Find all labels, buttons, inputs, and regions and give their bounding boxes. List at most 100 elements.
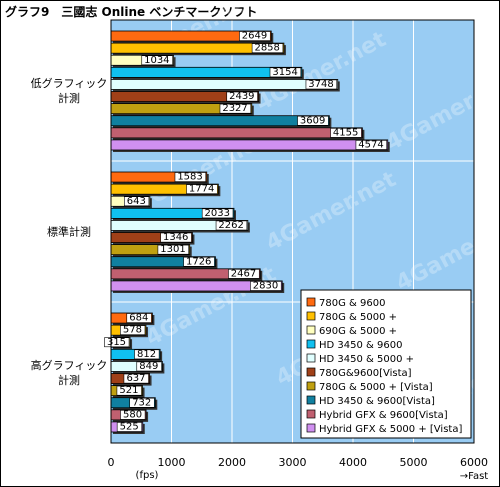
- category-label: 計測: [58, 91, 80, 105]
- data-label-box: [228, 268, 260, 279]
- legend-swatch: [306, 367, 316, 377]
- data-label-box: [305, 79, 338, 90]
- legend-label: HD 3450 & 9600: [319, 340, 402, 351]
- legend-label: Hybrid GFX & 5000 + [Vista]: [319, 424, 462, 435]
- legend-label: 780G & 5000 +: [319, 312, 397, 323]
- data-label: 2830: [253, 281, 278, 292]
- bar: [110, 127, 363, 139]
- data-label: 2262: [218, 220, 243, 231]
- legend-swatch: [306, 395, 316, 405]
- data-label-box: [174, 172, 207, 182]
- data-label: 684: [129, 313, 148, 324]
- x-tick-label: 3000: [279, 456, 307, 469]
- data-label-box: [330, 128, 362, 138]
- data-label-box: [215, 220, 248, 231]
- legend-swatch: [306, 325, 316, 335]
- data-label: 1726: [186, 256, 211, 267]
- data-label-box: [250, 281, 282, 291]
- legend-label: 690G & 5000 +: [319, 326, 397, 337]
- legend-label: 780G & 9600: [319, 298, 385, 309]
- data-label-box: [123, 373, 149, 384]
- data-label-box: [239, 31, 271, 41]
- legend-swatch: [306, 409, 316, 419]
- data-label: 2327: [222, 103, 247, 114]
- category-label: 高グラフィック: [31, 358, 108, 372]
- data-label-box: [355, 140, 388, 150]
- data-label: 3748: [308, 79, 333, 90]
- data-label: 1346: [163, 232, 188, 243]
- x-tick-label: 1000: [158, 456, 186, 469]
- data-label-box: [136, 361, 162, 372]
- legend-label: 780G&9600[Vista]: [319, 368, 412, 379]
- x-tick-label: 2000: [218, 456, 246, 469]
- data-label: 2467: [231, 268, 256, 279]
- x-tick-label: 4000: [339, 456, 367, 469]
- data-label: 3154: [272, 67, 297, 78]
- data-label: 4155: [333, 127, 358, 138]
- data-label: 2858: [254, 43, 279, 54]
- legend-label: HD 3450 & 5000 +: [319, 354, 414, 365]
- data-label: 525: [120, 422, 139, 433]
- bar: [110, 139, 389, 151]
- data-label-box: [124, 196, 150, 207]
- data-label: 315: [107, 337, 126, 348]
- x-direction-label: →Fast: [460, 471, 489, 482]
- x-axis-label: (fps): [136, 470, 159, 481]
- data-label-box: [141, 55, 173, 66]
- x-tick-label: 5000: [400, 456, 428, 469]
- legend-swatch: [306, 353, 316, 363]
- bar: [110, 79, 339, 90]
- data-label-box: [251, 43, 284, 53]
- data-label: 1301: [160, 244, 185, 255]
- legend-swatch: [306, 339, 316, 349]
- data-label: 812: [137, 349, 156, 360]
- data-label: 580: [123, 409, 142, 420]
- data-label-box: [219, 103, 252, 114]
- data-label: 2033: [205, 208, 230, 219]
- data-label: 2649: [242, 31, 267, 42]
- data-label-box: [186, 184, 218, 195]
- legend-label: Hybrid GFX & 9600[Vista]: [319, 410, 448, 421]
- category-label: 計測: [58, 373, 80, 387]
- chart-title: グラフ9 三國志 Online ベンチマークソフト: [5, 5, 258, 19]
- legend-label: HD 3450 & 9600[Vista]: [319, 396, 435, 407]
- category-label: 低グラフィック: [31, 76, 108, 90]
- data-label-box: [129, 397, 155, 408]
- legend-swatch: [306, 381, 316, 391]
- data-label: 4574: [358, 140, 383, 151]
- data-label: 2439: [229, 91, 254, 102]
- data-label-box: [120, 325, 146, 336]
- category-label: 標準計測: [47, 225, 91, 239]
- data-label-box: [183, 256, 215, 267]
- data-label-box: [201, 208, 234, 219]
- data-label: 1034: [144, 55, 169, 66]
- bar: [110, 115, 330, 127]
- data-label: 1583: [177, 172, 202, 183]
- x-tick-label: 6000: [460, 456, 488, 469]
- data-label-box: [157, 244, 190, 255]
- data-label: 578: [123, 325, 142, 336]
- plot-border: [110, 19, 475, 444]
- legend-swatch: [306, 311, 316, 321]
- data-label-box: [104, 337, 130, 348]
- data-label: 1774: [189, 184, 214, 195]
- data-label: 643: [127, 196, 146, 207]
- data-label: 637: [126, 373, 145, 384]
- data-label-box: [134, 349, 160, 360]
- data-label-box: [126, 313, 152, 323]
- data-label: 849: [139, 361, 158, 372]
- legend: [300, 289, 472, 439]
- x-tick-label: 0: [108, 456, 115, 469]
- data-label: 521: [119, 385, 138, 396]
- data-label-box: [120, 409, 146, 420]
- data-label-box: [226, 91, 258, 102]
- data-label-box: [160, 232, 192, 243]
- legend-label: 780G & 5000 + [Vista]: [319, 382, 433, 393]
- legend-swatch: [306, 423, 316, 433]
- data-label-box: [269, 67, 302, 78]
- data-label: 3609: [300, 115, 325, 126]
- data-label-box: [297, 115, 329, 126]
- data-label: 732: [132, 397, 151, 408]
